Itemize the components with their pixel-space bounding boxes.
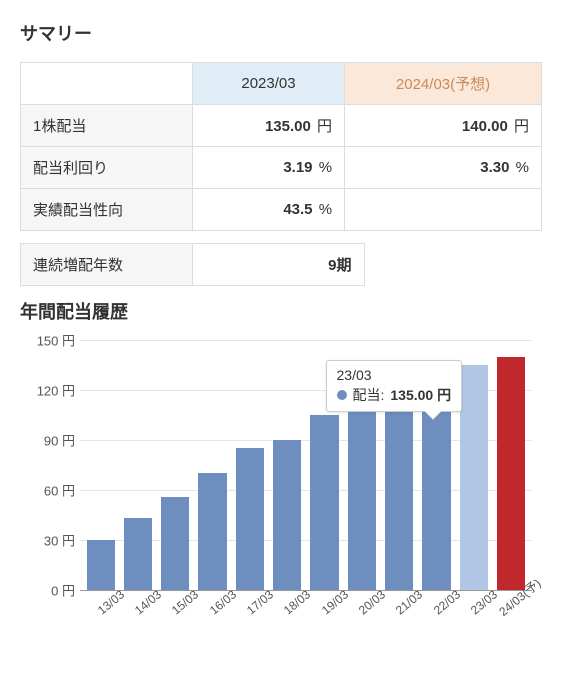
row-value-forecast: 140.00 円 <box>345 105 542 147</box>
chart-x-label: 17/03 <box>244 587 276 617</box>
header-current: 2023/03 <box>192 63 344 105</box>
bar <box>161 497 189 590</box>
streak-value: 9期 <box>192 244 364 286</box>
chart-y-label: 120 円 <box>25 381 75 400</box>
chart-x-label: 14/03 <box>132 587 164 617</box>
tooltip-value: 135.00 円 <box>390 385 451 405</box>
chart-x-label: 16/03 <box>207 587 239 617</box>
header-forecast: 2024/03(予想) <box>345 63 542 105</box>
history-title: 年間配当履歴 <box>20 298 542 324</box>
summary-table: 2023/03 2024/03(予想) 1株配当 135.00 円 140.00… <box>20 62 542 231</box>
table-row: 連続増配年数 9期 <box>21 244 365 286</box>
row-value-forecast: 3.30 % <box>345 147 542 189</box>
row-value-forecast <box>345 189 542 231</box>
chart-tooltip: 23/03 配当:135.00 円 <box>326 360 463 412</box>
bar <box>497 357 525 590</box>
chart-y-label: 60 円 <box>25 481 75 500</box>
chart-x-label: 15/03 <box>169 587 201 617</box>
table-row: 1株配当 135.00 円 140.00 円 <box>21 105 542 147</box>
chart-bars: 13/0314/0315/0316/0317/0318/0319/0320/03… <box>80 340 532 590</box>
chart-y-label: 90 円 <box>25 431 75 450</box>
bar <box>124 518 152 590</box>
chart-x-label: 13/03 <box>95 587 127 617</box>
chart-y-label: 30 円 <box>25 531 75 550</box>
tooltip-series-label: 配当: <box>353 385 385 405</box>
row-value-current: 43.5 % <box>192 189 344 231</box>
tooltip-category: 23/03 <box>337 367 452 383</box>
bar-slot[interactable]: 23/03 <box>457 340 490 590</box>
table-corner <box>21 63 193 105</box>
streak-label: 連続増配年数 <box>21 244 193 286</box>
bar-slot[interactable]: 14/03 <box>121 340 154 590</box>
bar-slot[interactable]: 16/03 <box>196 340 229 590</box>
tooltip-dot-icon <box>337 390 347 400</box>
chart-x-label: 20/03 <box>356 587 388 617</box>
bar <box>460 365 488 590</box>
bar <box>87 540 115 590</box>
bar-slot[interactable]: 17/03 <box>233 340 266 590</box>
bar-slot[interactable]: 18/03 <box>271 340 304 590</box>
row-label: 配当利回り <box>21 147 193 189</box>
bar-slot[interactable]: 15/03 <box>159 340 192 590</box>
chart-x-label: 23/03 <box>468 587 500 617</box>
row-label: 実績配当性向 <box>21 189 193 231</box>
bar <box>273 440 301 590</box>
row-value-current: 3.19 % <box>192 147 344 189</box>
table-row: 配当利回り 3.19 % 3.30 % <box>21 147 542 189</box>
bar <box>348 407 376 590</box>
bar <box>385 398 413 590</box>
row-label: 1株配当 <box>21 105 193 147</box>
bar <box>310 415 338 590</box>
chart-x-label: 18/03 <box>281 587 313 617</box>
bar <box>198 473 226 590</box>
bar <box>236 448 264 590</box>
row-value-current: 135.00 円 <box>192 105 344 147</box>
bar-slot[interactable]: 13/03 <box>84 340 117 590</box>
bar-slot[interactable]: 24/03(予) <box>495 340 528 590</box>
chart-y-label: 0 円 <box>25 581 75 600</box>
chart-y-label: 150 円 <box>25 331 75 350</box>
table-row: 実績配当性向 43.5 % <box>21 189 542 231</box>
chart-x-label: 21/03 <box>393 587 425 617</box>
chart-x-label: 22/03 <box>431 587 463 617</box>
dividend-chart[interactable]: 0 円30 円60 円90 円120 円150 円13/0314/0315/03… <box>20 340 542 640</box>
summary-title: サマリー <box>20 20 542 46</box>
streak-table: 連続増配年数 9期 <box>20 243 365 286</box>
chart-x-label: 19/03 <box>319 587 351 617</box>
